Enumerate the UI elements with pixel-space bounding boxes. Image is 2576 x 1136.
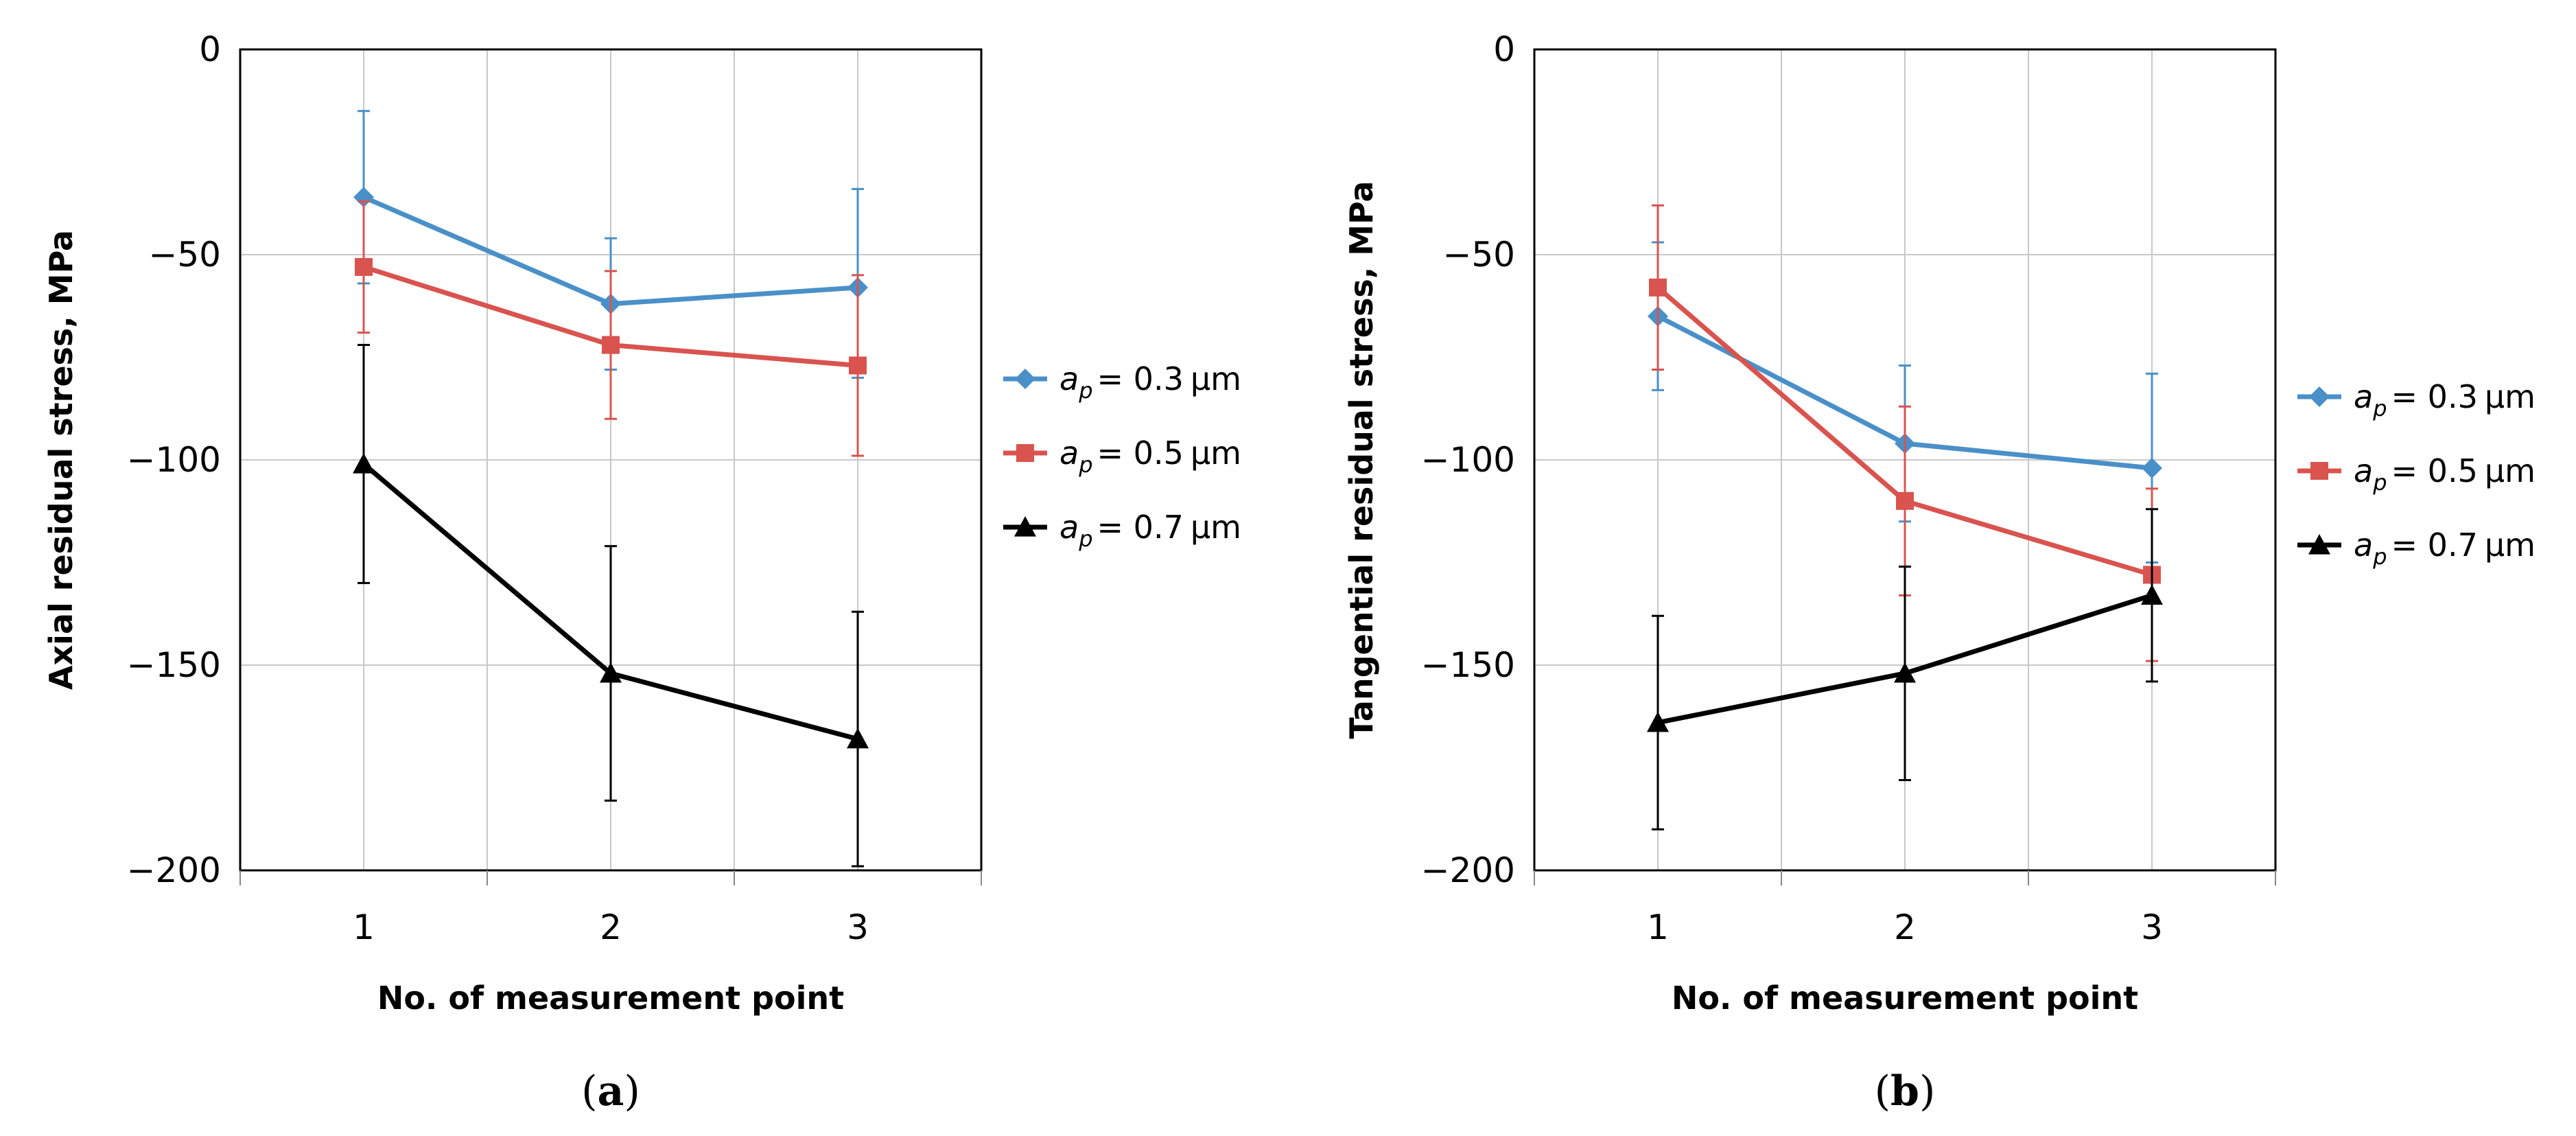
legend-sub: p [2372,470,2387,496]
chart-panel-b: 0 −50 −100 −150 −200 1 2 3No. of measurement po… [1343,30,2536,1115]
legend-label: ap = 0.7 µm [1059,509,1241,552]
legend-unit: µm [2485,452,2536,489]
panel-label-close: ) [1919,1067,1935,1115]
legend-unit: µm [1191,509,1241,546]
legend-unit: µm [1191,434,1241,472]
legend-label: ap = 0.5 µm [1059,434,1241,478]
y-tick-label: 0 [199,30,221,69]
legend-label: ap = 0.3 µm [2354,378,2536,421]
legend-marker [1016,444,1034,462]
y-tick-label: 0 [1493,30,1515,69]
y-tick-label: −200 [1421,850,1515,890]
legend-var: a [2354,378,2373,415]
legend-var: a [1059,434,1079,472]
y-tick-label: −150 [127,645,221,685]
legend-entry-1: ap = 0.5 µm [2297,452,2536,496]
x-tick-label: 3 [2141,907,2163,947]
panel-label-open: ( [581,1067,597,1115]
plot-area-border [239,48,983,872]
plot-area-border [1533,48,2277,872]
data-point [1647,711,1669,732]
legend-value: = 0.3 [2391,378,2478,415]
legend-entry-0: ap = 0.3 µm [1003,360,1241,404]
panel-label: (b) [1875,1067,1936,1115]
legend-value: = 0.3 [1097,360,1184,397]
y-axis-title: Tangential residual stress, MPa [1343,181,1380,739]
legend-value: = 0.5 [1097,434,1184,472]
legend-var: a [2354,452,2373,489]
y-tick-label: −100 [127,440,221,480]
x-tick-label: 2 [1894,907,1916,947]
y-tick-label: −200 [127,850,221,890]
legend-marker [1014,516,1036,537]
data-point [355,257,373,276]
legend-sub: p [1078,452,1092,478]
legend-unit: µm [2485,378,2536,415]
legend-marker [2308,534,2330,555]
series-2 [1647,508,2163,831]
series-1 [355,200,867,457]
legend-sub: p [2372,544,2387,570]
legend-entry-2: ap = 0.7 µm [1003,509,1241,552]
legend-value: = 0.7 [2391,526,2478,564]
legend-sub: p [1078,526,1092,552]
panel-label-letter: a [598,1067,624,1115]
legend-marker [2310,462,2328,480]
legend-sub: p [2372,395,2387,421]
x-tick-label: 1 [1647,907,1669,947]
legend-unit: µm [1191,360,1241,397]
x-tick-label: 2 [600,907,622,947]
legend-entry-0: ap = 0.3 µm [2297,378,2536,421]
legend-marker [1015,369,1035,389]
legend-sub: p [1078,378,1092,404]
y-tick-label: −50 [148,235,221,275]
y-tick-label: −100 [1421,440,1515,480]
data-point [353,187,374,208]
data-point [353,452,375,474]
panel-label-letter: b [1890,1067,1919,1115]
series-2 [353,344,869,868]
x-axis-title: No. of measurement point [1672,979,2138,1017]
x-axis-title: No. of measurement point [377,979,844,1017]
legend-value: = 0.7 [1097,509,1184,546]
data-point [2141,584,2163,605]
legend-value: = 0.5 [2391,452,2478,489]
y-tick-label: −50 [1442,235,1515,275]
legend-var: a [2354,526,2373,564]
legend-entry-2: ap = 0.7 µm [2297,526,2536,570]
y-tick-label: −150 [1421,645,1515,685]
panel-label-close: ) [624,1067,640,1115]
x-tick-label: 1 [353,907,375,947]
data-point [849,356,867,375]
y-axis-title: Axial residual stress, MPa [43,230,80,690]
legend-entry-1: ap = 0.5 µm [1003,434,1241,478]
chart-panel-a: 0 −50 −100 −150 −200 1 2 3No. of measurement po… [43,30,1241,1115]
legend-marker [2309,386,2330,407]
legend-label: ap = 0.5 µm [2354,452,2536,496]
legend-label: ap = 0.7 µm [2354,526,2536,570]
data-point [1649,278,1667,297]
data-point [1896,491,1914,510]
legend-var: a [1059,509,1079,546]
panel-label: (a) [581,1067,640,1115]
data-point [1894,662,1916,683]
panel-label-open: ( [1875,1067,1890,1115]
data-point [600,662,622,683]
legend-var: a [1059,360,1079,397]
legend-unit: µm [2485,526,2536,564]
x-tick-label: 3 [847,907,869,947]
data-point [2142,457,2162,478]
legend-label: ap = 0.3 µm [1059,360,1241,404]
data-point [602,336,620,354]
data-point [847,728,869,749]
